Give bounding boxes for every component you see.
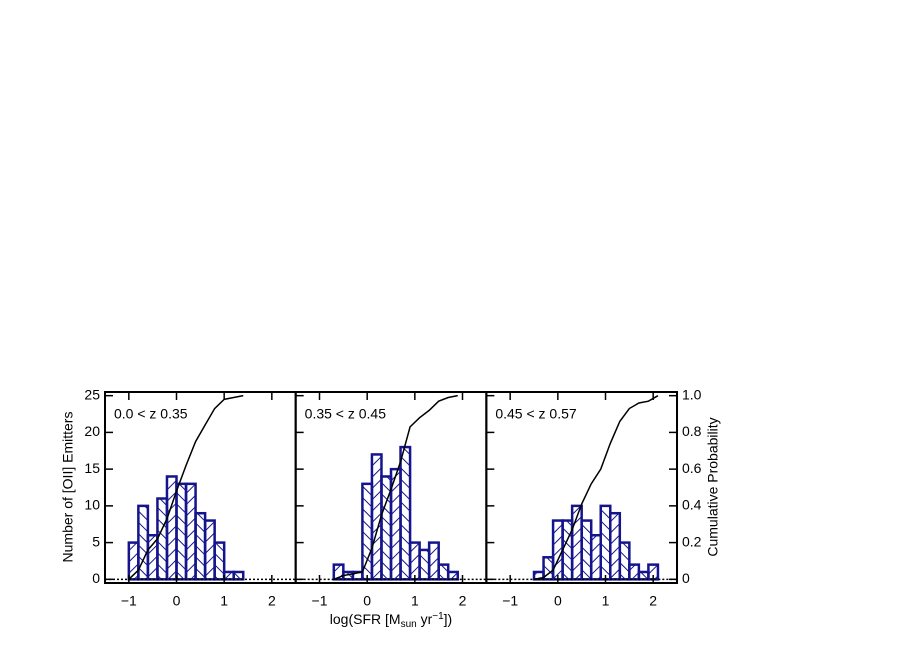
y-tick-label: 5 [92, 533, 100, 549]
x-axis-label-part: −1 [432, 611, 444, 622]
x-tick-label: 1 [220, 593, 228, 609]
y-tick-label: 10 [84, 497, 100, 513]
x-tick-label: 2 [268, 593, 276, 609]
histogram-bar [194, 511, 207, 581]
y2-tick-label: 0.4 [682, 497, 702, 513]
histogram-bar [213, 541, 226, 581]
x-tick-label: −1 [502, 593, 518, 609]
y-tick-label: 25 [84, 386, 100, 402]
y-tick-label: 15 [84, 460, 100, 476]
histogram-bar [418, 548, 431, 581]
cumulative-line [533, 395, 659, 581]
histogram-bar [609, 511, 622, 581]
y-tick-label: 0 [92, 570, 100, 586]
y2-axis-label: Cumulative Probability [705, 417, 721, 556]
x-axis-label-part: yr [417, 611, 433, 627]
histogram-bar [361, 482, 374, 581]
histogram-bar [184, 482, 197, 581]
histogram-bar [203, 519, 216, 581]
histogram-bar [156, 497, 169, 581]
x-axis-label-part: sun [401, 619, 417, 630]
panel-label: 0.45 < z 0.57 [495, 406, 577, 422]
x-tick-label: 0 [363, 593, 371, 609]
cumulative-line [333, 394, 458, 581]
x-tick-label: 1 [411, 593, 419, 609]
x-axis-label-part: log(SFR [M [330, 611, 401, 627]
histogram-bar [599, 504, 612, 581]
histogram-bar [561, 519, 574, 581]
panel-label: 0.35 < z 0.45 [305, 406, 387, 422]
panel-frame [485, 391, 679, 584]
x-tick-label: 0 [173, 593, 181, 609]
histogram-bar [446, 570, 459, 581]
histogram-bar [589, 534, 602, 581]
histogram-bar [437, 563, 450, 581]
histogram-bar [175, 482, 188, 581]
y2-tick-label: 0.8 [682, 423, 702, 439]
histogram-bar [222, 570, 235, 581]
histogram-bar [399, 445, 412, 581]
histogram-bar [408, 541, 421, 581]
y2-tick-label: 1.0 [682, 386, 702, 402]
histogram-bar [427, 541, 440, 581]
histogram-bar [628, 563, 641, 581]
histogram-bar [232, 570, 245, 581]
x-axis-label: log(SFR [Msun yr−1]) [330, 611, 452, 630]
x-tick-label: 2 [649, 593, 657, 609]
histogram-bar [618, 541, 631, 581]
histogram-bar [637, 570, 650, 581]
x-tick-label: 0 [554, 593, 562, 609]
histogram-bar [165, 475, 178, 581]
x-tick-label: −1 [312, 593, 328, 609]
histogram-bar [370, 453, 383, 581]
x-tick-label: 1 [602, 593, 610, 609]
y2-tick-label: 0.6 [682, 460, 702, 476]
panel-label: 0.0 < z 0.35 [114, 406, 188, 422]
y2-tick-label: 0 [682, 570, 690, 586]
y-tick-label: 20 [84, 423, 100, 439]
y2-tick-label: 0.2 [682, 533, 702, 549]
x-axis-label-part: ]) [444, 611, 453, 627]
x-tick-label: 2 [459, 593, 467, 609]
histogram-bar [580, 519, 593, 581]
y-axis-label: Number of [OII] Emitters [60, 412, 76, 563]
histogram-bar [146, 534, 159, 581]
histogram-bar [551, 519, 564, 581]
x-tick-label: −1 [121, 593, 137, 609]
